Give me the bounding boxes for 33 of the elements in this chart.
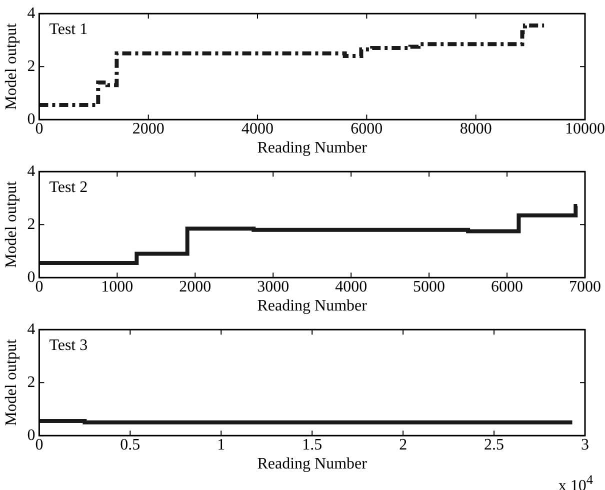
x-tick-label: 7000 (569, 278, 601, 296)
x-tick-label: 0.5 (120, 436, 140, 454)
x-tick-label: 6000 (350, 120, 383, 138)
x-axis-title: Reading Number (257, 298, 368, 315)
x-tick-label: 2.5 (484, 436, 504, 454)
x-tick-label: 3 (581, 436, 589, 454)
x-axis-title: Reading Number (257, 456, 368, 473)
x-tick-label: 5000 (413, 278, 446, 296)
chart-title: Test 1 (49, 20, 88, 38)
x-tick-label: 2000 (179, 278, 212, 296)
x-axis-title: Reading Number (257, 140, 368, 157)
y-tick-label: 2 (27, 374, 36, 391)
x-tick-label: 2000 (132, 120, 164, 138)
y-axis-title: Model output (2, 338, 20, 426)
y-axis-title: Model output (2, 180, 20, 268)
chart-title: Test 2 (49, 178, 88, 196)
x-tick-label: 10000 (565, 120, 605, 138)
x-tick-label: 6000 (491, 278, 524, 296)
y-tick-label: 4 (27, 162, 36, 180)
y-tick-label: 4 (27, 4, 36, 22)
x-tick-label: 8000 (460, 120, 492, 138)
x-tick-label: 1.5 (302, 436, 322, 454)
chart-title: Test 3 (49, 336, 88, 354)
y-tick-label: 2 (27, 216, 36, 233)
x-tick-label: 1000 (101, 278, 134, 296)
x-tick-label: 4000 (335, 278, 368, 296)
y-tick-label: 2 (27, 58, 36, 75)
x-tick-label: 4000 (242, 120, 274, 138)
y-axis-title: Model output (2, 22, 20, 110)
x-tick-label: 1 (217, 436, 226, 454)
y-tick-label: 4 (27, 320, 36, 338)
x-tick-label: 2 (399, 436, 408, 454)
x-tick-label: 3000 (257, 278, 290, 296)
